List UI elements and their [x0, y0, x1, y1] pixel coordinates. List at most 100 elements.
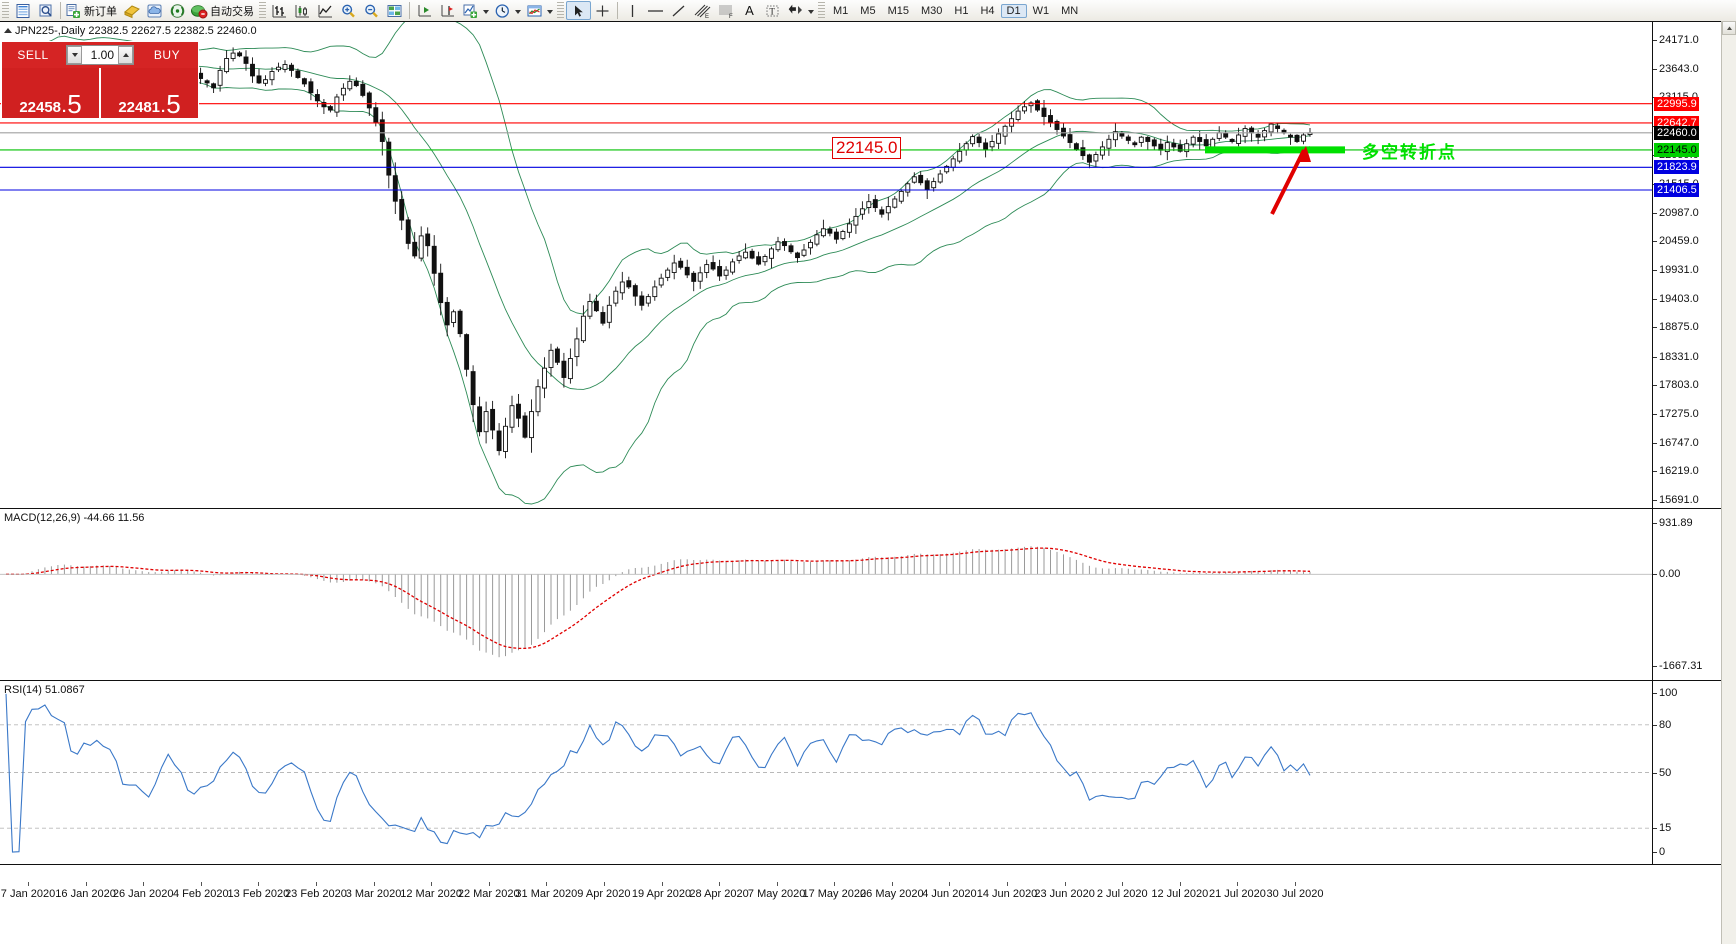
- indicators-caret-icon[interactable]: [483, 9, 489, 14]
- cursor-button[interactable]: [566, 1, 591, 20]
- candle-body: [470, 371, 476, 406]
- periods-caret-icon[interactable]: [515, 9, 521, 14]
- horizontal-line-button[interactable]: [644, 1, 667, 20]
- candlestick-chart-button[interactable]: [291, 1, 314, 20]
- chinese-annotation[interactable]: 多空转折点: [1362, 142, 1457, 162]
- templates-caret-icon[interactable]: [547, 9, 553, 14]
- candle-body: [224, 58, 230, 73]
- metaeditor-button[interactable]: [120, 1, 143, 20]
- macd-plot-area[interactable]: MACD(12,26,9) -44.66 11.56: [0, 509, 1652, 680]
- price-plot-area[interactable]: SELL 1.00 BUY: [0, 22, 1652, 508]
- candle-body: [1022, 106, 1027, 112]
- bar-chart-icon: [272, 4, 286, 17]
- timeframe-mn[interactable]: MN: [1061, 4, 1079, 17]
- volume-value[interactable]: 1.00: [90, 48, 114, 62]
- price-tag-22145-0[interactable]: 22145.0: [1654, 142, 1699, 157]
- shapes-arrows-button[interactable]: [784, 1, 807, 20]
- zoom-out-button[interactable]: [360, 1, 383, 20]
- price-tag-22460-0[interactable]: 22460.0: [1654, 125, 1699, 140]
- fibonacci-button[interactable]: F: [714, 1, 738, 20]
- timeframe-h4[interactable]: H4: [980, 4, 995, 17]
- candle-body: [639, 295, 645, 306]
- candle-body: [327, 106, 333, 111]
- timeframe-w1[interactable]: W1: [1032, 4, 1050, 17]
- candle-body: [587, 301, 593, 317]
- market-watch-button[interactable]: [11, 1, 34, 20]
- volume-down-button[interactable]: [67, 46, 82, 64]
- scroll-up-button[interactable]: [1722, 21, 1736, 35]
- volume-up-button[interactable]: [118, 46, 133, 64]
- macd-pane[interactable]: MACD(12,26,9) -44.66 11.56 931.89 0.00 -16…: [0, 509, 1736, 681]
- candle-body: [1067, 134, 1073, 143]
- timeframe-m30[interactable]: M30: [920, 4, 943, 17]
- date-tick-label: 23 Jun 2020: [1034, 888, 1095, 900]
- macd-tick-label: 0.00: [1659, 568, 1681, 581]
- toolbar-grip-4[interactable]: [818, 2, 825, 19]
- candle-body: [360, 83, 366, 96]
- toolbar-grip-3[interactable]: [557, 2, 564, 19]
- price-tag-22995-9[interactable]: 22995.9: [1654, 96, 1699, 111]
- zoom-in-button[interactable]: [337, 1, 360, 20]
- bar-chart-button[interactable]: [268, 1, 291, 20]
- chart-shift-button[interactable]: [436, 1, 459, 20]
- one-click-trading-panel[interactable]: SELL 1.00 BUY: [1, 41, 199, 119]
- rsi-pane[interactable]: RSI(14) 51.0867 100 80 50 15 0: [0, 681, 1736, 865]
- trendline-button[interactable]: [667, 1, 690, 20]
- indicators-button[interactable]: [459, 1, 482, 20]
- vertical-line-button[interactable]: [621, 1, 644, 20]
- candle-body: [1086, 154, 1092, 163]
- shapes-caret-icon[interactable]: [808, 9, 814, 14]
- candle-body: [289, 64, 294, 71]
- price-tick-mark: [1653, 500, 1657, 501]
- timeframe-d1[interactable]: D1: [1000, 3, 1027, 18]
- toolbar-grip-2[interactable]: [259, 2, 266, 19]
- equidistant-channel-button[interactable]: E: [690, 1, 714, 20]
- new-order-button[interactable]: 新订单: [64, 1, 120, 20]
- candle-body: [795, 252, 800, 259]
- auto-scroll-button[interactable]: [413, 1, 436, 20]
- candle-body: [691, 272, 697, 282]
- buy-price[interactable]: 22481 . 5: [101, 68, 198, 118]
- text-button[interactable]: A: [738, 1, 761, 20]
- candle-body: [730, 261, 736, 273]
- price-pane[interactable]: SELL 1.00 BUY: [0, 22, 1736, 509]
- text-label-button[interactable]: T: [761, 1, 784, 20]
- date-axis[interactable]: 7 Jan 2020 16 Jan 2020 26 Jan 2020 4 Feb 20…: [0, 865, 1736, 944]
- templates-button[interactable]: [523, 1, 546, 20]
- grid-button[interactable]: [383, 1, 406, 20]
- price-tag-21823-9[interactable]: 21823.9: [1654, 160, 1699, 175]
- sell-button[interactable]: SELL: [2, 42, 64, 68]
- timeframe-m1[interactable]: M1: [833, 4, 849, 17]
- line-chart-button[interactable]: [314, 1, 337, 20]
- buy-button[interactable]: BUY: [136, 42, 198, 68]
- candle-body: [405, 219, 411, 244]
- sell-price[interactable]: 22458 . 5: [2, 68, 99, 118]
- price-annotation-box[interactable]: 22145.0: [832, 136, 902, 159]
- price-tick-mark: [1653, 356, 1657, 358]
- candle-body: [613, 290, 619, 304]
- collapse-triangle-icon[interactable]: [4, 28, 12, 33]
- date-tick-label: 26 Jan 2020: [112, 888, 174, 900]
- timeframe-m5[interactable]: M5: [860, 4, 876, 17]
- candle-body: [269, 71, 275, 81]
- macd-chart-svg: [0, 546, 1652, 658]
- vertical-scrollbar[interactable]: [1721, 21, 1736, 944]
- rsi-plot-area[interactable]: RSI(14) 51.0867: [0, 681, 1652, 864]
- candle-body: [1223, 132, 1229, 138]
- toolbar-grip[interactable]: [2, 2, 9, 19]
- periods-button[interactable]: [491, 1, 514, 20]
- data-window-button[interactable]: [34, 1, 57, 20]
- candle-body: [1177, 144, 1183, 152]
- timeframe-m15[interactable]: M15: [887, 4, 909, 17]
- candle-body: [937, 173, 943, 183]
- toolbar-separator: [60, 2, 61, 19]
- crosshair-button[interactable]: [591, 1, 614, 20]
- mql5-community-button[interactable]: [143, 1, 166, 20]
- volume-input[interactable]: 1.00: [66, 45, 134, 65]
- bollinger-band-middle: [5, 63, 1311, 390]
- price-tag-21406-5[interactable]: 21406.5: [1654, 182, 1699, 197]
- signals-button[interactable]: [166, 1, 189, 20]
- auto-trading-button[interactable]: 自动交易: [189, 1, 257, 20]
- timeframe-h1[interactable]: H1: [954, 4, 969, 17]
- candle-body: [879, 209, 885, 215]
